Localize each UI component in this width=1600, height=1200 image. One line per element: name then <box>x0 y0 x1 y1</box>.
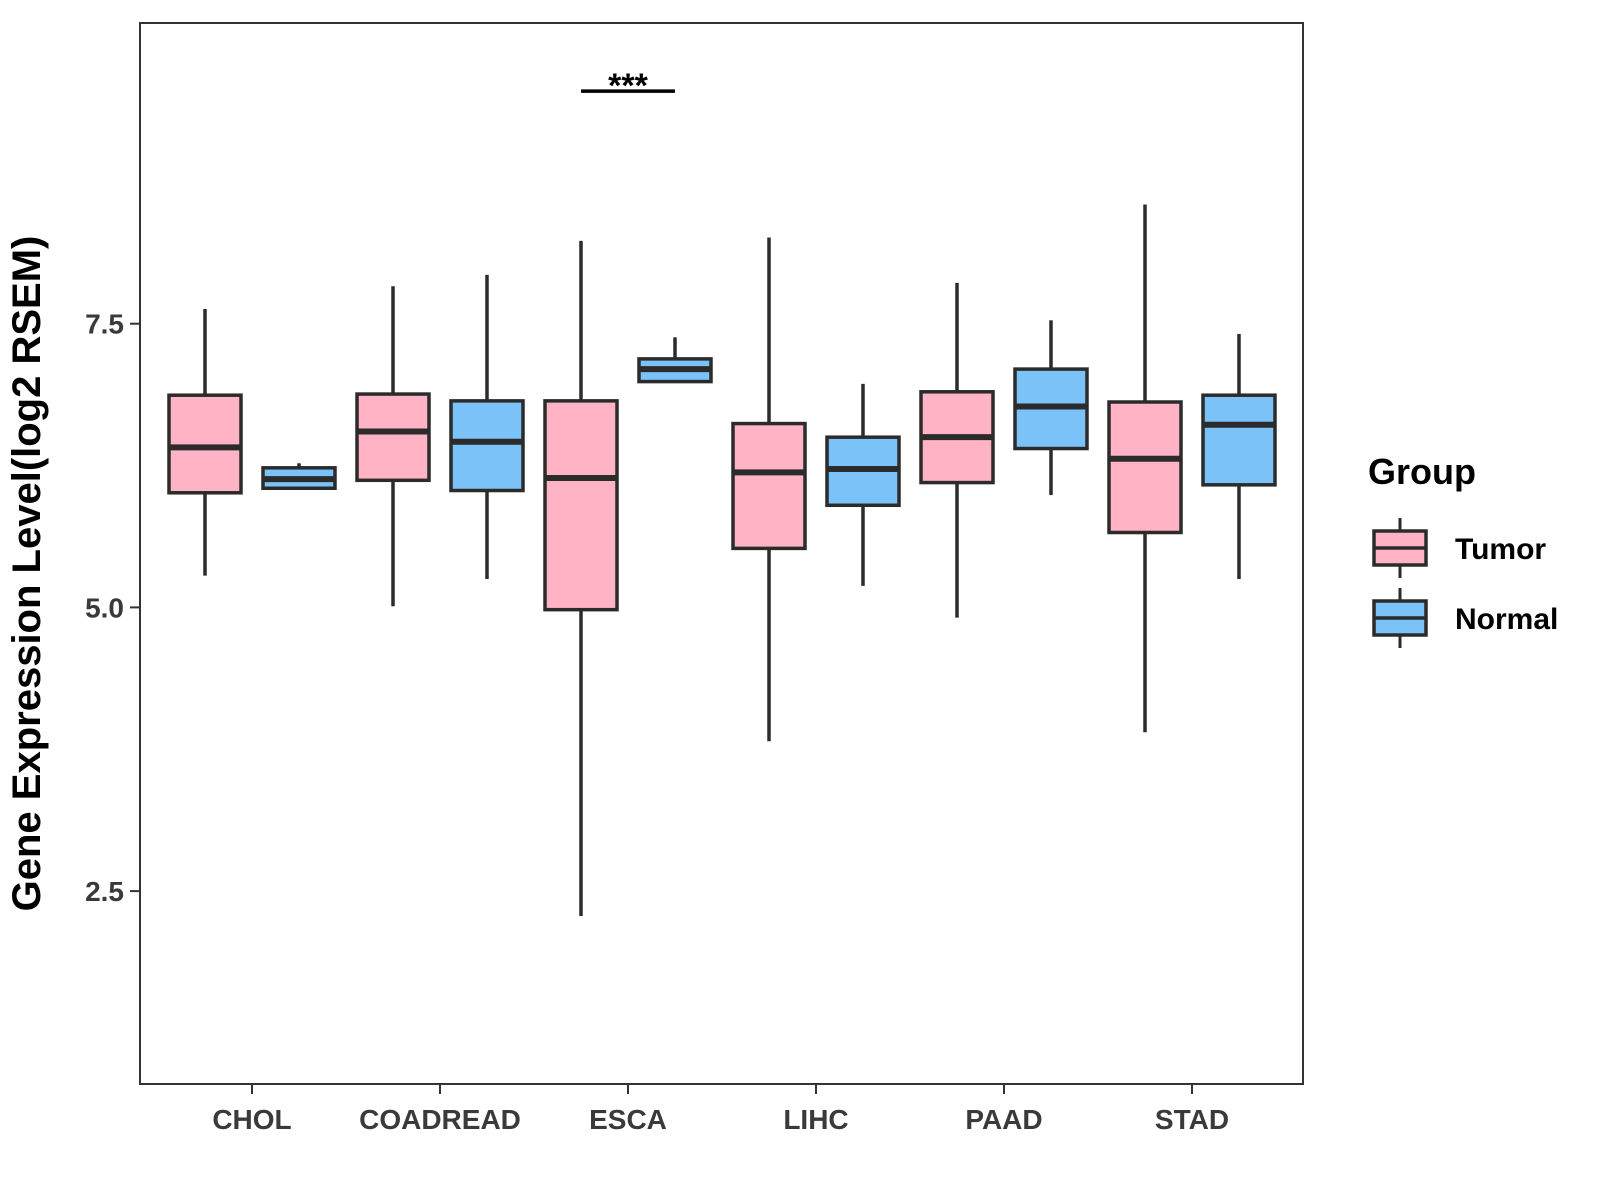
x-tick-label: ESCA <box>589 1104 667 1135</box>
box-iqr <box>543 399 619 612</box>
box-tumor-coadread <box>355 286 431 607</box>
box-tumor-esca <box>543 240 619 917</box>
box-normal-paad <box>1013 320 1089 496</box>
box-iqr <box>167 393 243 495</box>
box-normal-lihc <box>825 383 901 586</box>
box-normal-esca <box>637 337 713 384</box>
legend-title: Group <box>1368 451 1476 492</box>
box-tumor-stad <box>1107 204 1183 733</box>
x-tick-label: PAAD <box>965 1104 1042 1135</box>
plot-panel-border <box>139 22 1304 1085</box>
box-iqr <box>1107 400 1183 535</box>
y-tick-label: 7.5 <box>85 309 124 340</box>
box-iqr <box>731 421 807 551</box>
legend-key-normal <box>1372 588 1428 648</box>
legend: Group Tumor Normal <box>1368 451 1558 648</box>
x-tick-label: LIHC <box>783 1104 848 1135</box>
box-normal-chol <box>261 463 337 491</box>
box-tumor-lihc <box>731 237 807 742</box>
legend-label-tumor: Tumor <box>1455 533 1546 566</box>
significance-label: *** <box>608 67 648 105</box>
legend-label-normal: Normal <box>1455 603 1558 636</box>
box-iqr <box>355 392 431 483</box>
box-normal-stad <box>1201 333 1277 580</box>
legend-key-tumor <box>1372 518 1428 578</box>
box-iqr <box>449 399 525 493</box>
box-tumor-paad <box>919 282 995 618</box>
x-tick-label: COADREAD <box>359 1104 521 1135</box>
box-normal-coadread <box>449 274 525 580</box>
x-tick-label: CHOL <box>212 1104 291 1135</box>
y-tick-label: 2.5 <box>85 876 124 907</box>
box-tumor-chol <box>167 308 243 576</box>
y-tick-label: 5.0 <box>85 592 124 623</box>
box-iqr <box>1201 393 1277 487</box>
x-tick-label: STAD <box>1155 1104 1229 1135</box>
y-axis-title: Gene Expression Level(log2 RSEM) <box>5 236 49 912</box>
